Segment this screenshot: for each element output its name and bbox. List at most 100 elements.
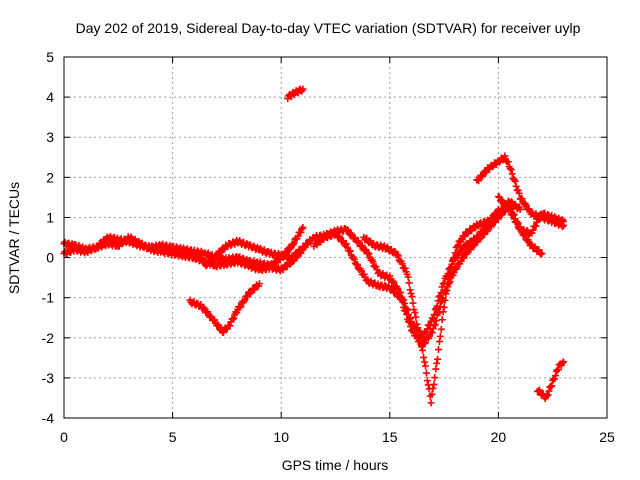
data-point	[411, 309, 419, 317]
y-tick-label: 1	[46, 209, 54, 225]
data-point	[508, 170, 516, 178]
data-point	[420, 353, 428, 361]
data-point	[488, 163, 496, 171]
data-point	[421, 362, 429, 370]
data-point	[454, 241, 462, 249]
data-point	[442, 290, 450, 298]
data-point	[353, 260, 361, 268]
data-point	[350, 255, 358, 263]
data-point	[430, 380, 438, 388]
data-point	[230, 314, 238, 322]
data-point	[428, 390, 436, 398]
data-point	[396, 292, 404, 300]
chart-title: Day 202 of 2019, Sidereal Day-to-day VTE…	[76, 20, 581, 36]
data-point	[507, 166, 515, 174]
data-point	[346, 247, 354, 255]
data-point	[290, 239, 298, 247]
data-point	[421, 358, 429, 366]
grid-layer	[64, 57, 607, 418]
data-point	[548, 382, 556, 390]
data-point	[416, 333, 424, 341]
data-point	[118, 240, 126, 248]
data-point	[501, 152, 509, 160]
data-point	[357, 267, 365, 275]
data-point	[398, 260, 406, 268]
data-point	[516, 205, 524, 213]
data-point	[255, 280, 263, 288]
data-point	[440, 303, 448, 311]
data-point	[400, 303, 408, 311]
data-point	[544, 391, 552, 399]
data-point	[394, 252, 402, 260]
data-point	[511, 177, 519, 185]
data-point	[441, 296, 449, 304]
y-tick-label: 3	[46, 129, 54, 145]
data-point	[415, 327, 423, 335]
data-point	[506, 165, 514, 173]
data-point	[453, 243, 461, 251]
data-point	[451, 249, 459, 257]
data-point	[233, 309, 241, 317]
data-point	[518, 195, 526, 203]
y-tick-label: -3	[42, 370, 55, 386]
data-point	[460, 254, 468, 262]
data-point	[435, 293, 443, 301]
y-tick-label: 0	[46, 250, 54, 266]
data-point	[431, 321, 439, 329]
data-point	[390, 278, 398, 286]
data-point	[509, 211, 517, 219]
data-point	[558, 359, 566, 367]
data-layer	[60, 85, 568, 407]
data-point	[423, 377, 431, 385]
data-point	[538, 250, 546, 258]
data-point	[342, 240, 350, 248]
plot-frame	[63, 56, 608, 419]
data-point	[435, 338, 443, 346]
data-point	[435, 346, 443, 354]
data-point	[421, 339, 429, 347]
series-track-g	[494, 193, 568, 238]
y-tick-label: 2	[46, 169, 54, 185]
data-point	[485, 218, 493, 226]
y-tick-label: -4	[42, 410, 55, 426]
data-point	[401, 264, 409, 272]
data-point	[470, 242, 478, 250]
data-point	[365, 250, 373, 258]
data-point	[436, 332, 444, 340]
x-tick-label: 20	[491, 429, 507, 445]
data-point	[527, 240, 535, 248]
data-point	[332, 228, 339, 236]
data-point	[447, 267, 455, 275]
data-point	[429, 384, 437, 392]
x-tick-label: 10	[273, 429, 289, 445]
data-point	[293, 250, 301, 258]
y-axis-label: SDTVAR / TECUs	[6, 182, 22, 294]
data-point	[423, 325, 431, 333]
data-point	[364, 249, 372, 257]
x-tick-label: 0	[60, 429, 68, 445]
data-point	[402, 307, 410, 315]
data-point	[297, 228, 305, 236]
data-point	[444, 283, 452, 291]
data-point	[389, 277, 397, 285]
x-tick-label: 5	[169, 429, 177, 445]
data-point	[445, 276, 453, 284]
data-point	[207, 312, 215, 320]
x-axis-label: GPS time / hours	[282, 457, 389, 473]
data-point	[406, 318, 414, 326]
data-point	[299, 85, 307, 93]
data-point	[522, 201, 530, 209]
data-point	[229, 315, 237, 323]
data-point	[545, 387, 553, 395]
data-point	[450, 253, 458, 261]
data-point	[551, 372, 559, 380]
y-tick-label: 4	[46, 89, 54, 105]
data-point	[430, 322, 438, 330]
y-tick-label: -1	[42, 290, 55, 306]
data-point	[453, 264, 461, 272]
data-point	[406, 286, 414, 294]
data-point	[439, 308, 447, 316]
data-point	[427, 399, 435, 407]
data-point	[241, 296, 249, 304]
